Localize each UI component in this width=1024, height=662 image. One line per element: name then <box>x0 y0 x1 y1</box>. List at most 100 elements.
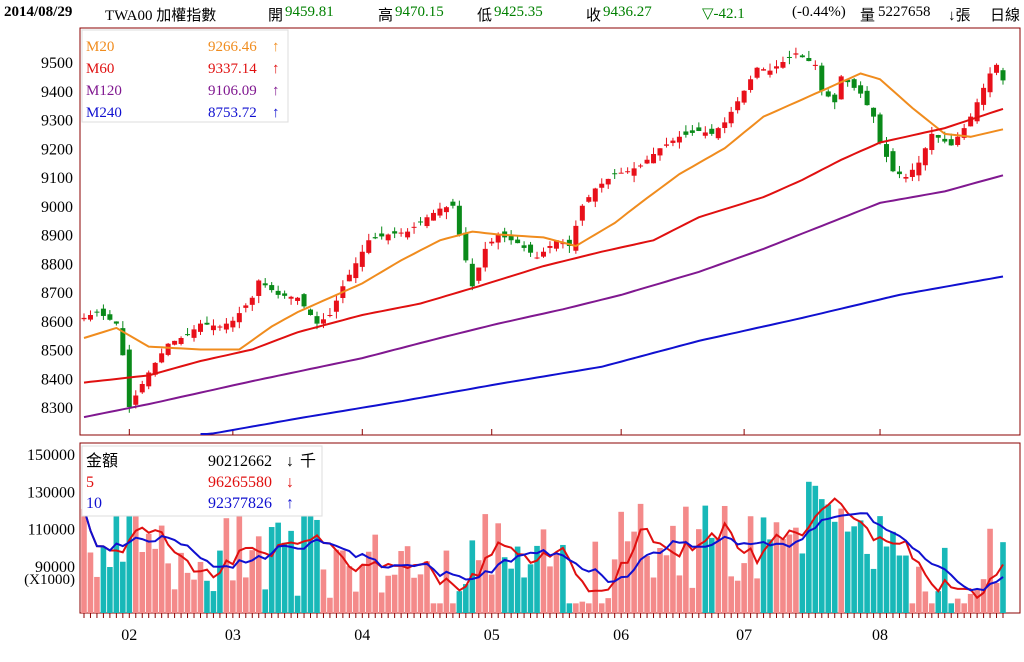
candle-body <box>670 140 676 143</box>
volume-bar <box>767 539 773 613</box>
candle-body <box>256 280 262 296</box>
volume-bar <box>592 541 599 613</box>
candle-body <box>107 314 113 320</box>
volume-bar <box>579 601 586 613</box>
volume-legend: 金額 90212662 ↓ 千 5 96265580 ↓ 10 92377826… <box>81 445 323 517</box>
volume-bar <box>676 575 683 613</box>
candle-body <box>754 67 760 78</box>
volume-bar <box>657 548 663 613</box>
candle-body <box>553 240 559 249</box>
symbol-name: TWA00 加權指數 <box>105 8 217 24</box>
candle-body <box>812 64 818 66</box>
volume-bar <box>353 591 359 613</box>
candle-body <box>178 338 184 344</box>
candle-body <box>172 340 178 345</box>
volume-bar <box>333 549 340 613</box>
volume-bar <box>210 591 217 613</box>
volume-bar <box>605 598 612 613</box>
legend-m20-arrow: ↑ <box>272 39 280 55</box>
volume-bar <box>132 500 139 613</box>
volume-bar <box>100 547 107 613</box>
high-value: 9470.15 <box>395 4 444 20</box>
volume-ma10-line <box>83 508 1004 592</box>
candle-body <box>806 58 812 62</box>
volume-bar <box>294 595 301 613</box>
volume-bar <box>754 578 760 613</box>
ma-line-m120 <box>83 174 1004 419</box>
legend-ma10-value: 92377826 <box>208 495 272 512</box>
volume-bar <box>437 603 443 613</box>
volume-bar <box>242 577 249 613</box>
candle-body <box>333 300 339 312</box>
candle-body <box>223 323 229 330</box>
candle-body <box>191 329 197 338</box>
candle-body <box>94 311 100 313</box>
volume-bar <box>197 561 204 613</box>
volume-bar <box>540 529 547 613</box>
candle-body <box>463 232 469 261</box>
candle-body <box>728 111 734 124</box>
open-value: 9459.81 <box>285 4 334 20</box>
volume-bar <box>417 574 424 613</box>
candle-body <box>612 173 618 175</box>
candle-body <box>884 144 890 157</box>
candle-body <box>935 135 941 138</box>
volume-bar <box>650 577 657 613</box>
volume-value: 5227658 <box>878 4 931 20</box>
price-y-tick-label: 9100 <box>41 170 73 187</box>
price-legend-box <box>81 29 289 123</box>
volume-bar <box>883 546 890 613</box>
candle-body <box>197 323 203 332</box>
volume-bar <box>586 603 592 613</box>
period-selector[interactable]: 日線 <box>990 8 1021 24</box>
volume-bar <box>773 522 780 613</box>
volume-bar <box>890 531 896 613</box>
candle-body <box>683 131 689 135</box>
volume-bar <box>145 533 152 613</box>
candle-body <box>773 66 779 69</box>
x-axis-month-label: 08 <box>872 627 888 644</box>
price-y-tick-label: 9200 <box>41 141 73 158</box>
volume-bar <box>780 539 786 613</box>
candle-body <box>288 296 294 299</box>
candle-body <box>120 328 126 356</box>
candle-body <box>903 177 909 179</box>
candle-body <box>858 85 864 94</box>
candle-body <box>916 162 922 176</box>
candle-body <box>948 139 954 146</box>
candle-body <box>929 133 935 151</box>
candle-body <box>896 171 902 175</box>
price-y-tick-label: 8300 <box>41 400 73 417</box>
legend-amount-unit: 千 <box>300 452 316 470</box>
volume-bar <box>560 544 566 613</box>
candle-body <box>456 205 462 235</box>
candle-body <box>689 130 695 133</box>
volume-bar <box>734 580 741 613</box>
candle-body <box>767 70 773 75</box>
candle-body <box>81 317 87 320</box>
candle-body <box>100 308 106 316</box>
candle-body <box>592 188 598 202</box>
candle-body <box>955 136 961 145</box>
candle-body <box>851 79 857 88</box>
candle-body <box>424 217 430 227</box>
legend-m20-value: 9266.46 <box>208 39 257 55</box>
candle-body <box>320 319 326 324</box>
candle-body <box>780 62 786 68</box>
volume-bar <box>178 552 184 613</box>
candle-body <box>890 151 896 172</box>
volume-bar <box>262 589 269 613</box>
volume-bar <box>644 555 650 613</box>
volume-bar <box>372 534 379 613</box>
volume-bar <box>275 522 281 613</box>
volume-bar <box>307 515 314 613</box>
volume-bar <box>747 516 754 613</box>
x-axis-month-label: 07 <box>736 627 752 644</box>
volume-legend-box <box>81 445 323 517</box>
volume-bar <box>702 505 709 613</box>
volume-bar <box>288 530 294 613</box>
candle-body <box>909 169 915 177</box>
candle-body <box>405 231 411 238</box>
candle-body <box>113 321 119 324</box>
